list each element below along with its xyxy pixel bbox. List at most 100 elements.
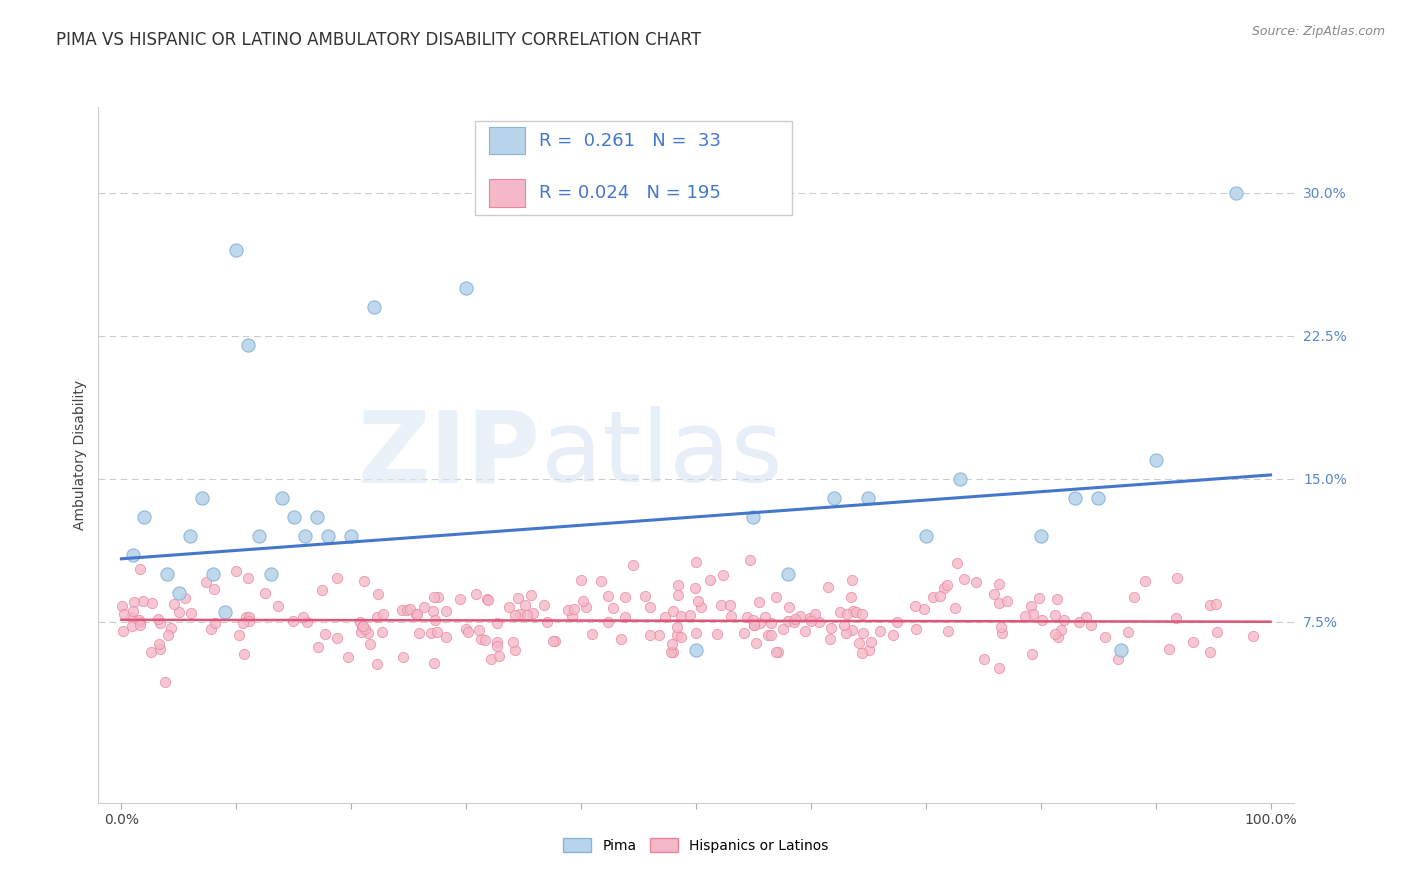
- Point: [839, 590, 862, 604]
- Point: [783, 615, 806, 630]
- Point: [1029, 529, 1052, 543]
- Point: [659, 644, 682, 658]
- Point: [952, 572, 974, 586]
- Point: [1046, 631, 1069, 645]
- Point: [983, 586, 1005, 600]
- Point: [502, 635, 524, 649]
- Point: [169, 605, 191, 619]
- Point: [120, 609, 142, 624]
- Point: [638, 628, 661, 642]
- Point: [990, 620, 1012, 634]
- Point: [596, 615, 619, 630]
- Point: [456, 281, 478, 295]
- Point: [422, 657, 444, 671]
- Text: R = 0.024   N = 195: R = 0.024 N = 195: [540, 184, 721, 202]
- Point: [858, 642, 880, 657]
- Point: [882, 628, 904, 642]
- Point: [202, 582, 225, 596]
- Point: [238, 610, 260, 624]
- Point: [654, 610, 676, 624]
- Point: [314, 627, 336, 641]
- Point: [744, 618, 766, 632]
- Point: [1087, 491, 1109, 505]
- Point: [363, 300, 385, 314]
- Text: Source: ZipAtlas.com: Source: ZipAtlas.com: [1251, 25, 1385, 38]
- Point: [508, 591, 530, 605]
- Point: [121, 619, 143, 633]
- Point: [536, 615, 558, 629]
- Point: [134, 509, 156, 524]
- Point: [359, 637, 381, 651]
- Point: [153, 675, 176, 690]
- Point: [564, 602, 586, 616]
- Point: [671, 609, 693, 624]
- Point: [267, 599, 290, 614]
- Point: [468, 623, 491, 637]
- Point: [325, 571, 347, 585]
- Point: [260, 567, 283, 582]
- Point: [470, 632, 492, 646]
- Point: [316, 529, 339, 543]
- Point: [202, 567, 225, 582]
- Point: [232, 615, 254, 630]
- Point: [195, 574, 218, 589]
- Point: [408, 626, 430, 640]
- Point: [420, 626, 443, 640]
- Point: [973, 652, 995, 666]
- Point: [860, 635, 883, 649]
- Y-axis label: Ambulatory Disability: Ambulatory Disability: [73, 380, 87, 530]
- Point: [391, 603, 413, 617]
- Point: [311, 583, 333, 598]
- Point: [148, 636, 170, 650]
- Point: [149, 641, 172, 656]
- Point: [1157, 642, 1180, 657]
- Point: [837, 607, 859, 622]
- Point: [426, 624, 449, 639]
- Point: [1144, 452, 1167, 467]
- Point: [557, 603, 579, 617]
- Point: [513, 599, 536, 613]
- Point: [921, 590, 943, 604]
- Point: [768, 644, 790, 658]
- Point: [852, 625, 875, 640]
- Point: [869, 624, 891, 638]
- FancyBboxPatch shape: [489, 128, 524, 154]
- Point: [679, 608, 702, 623]
- Point: [146, 611, 169, 625]
- Point: [690, 600, 713, 615]
- Point: [305, 509, 328, 524]
- Point: [412, 599, 434, 614]
- Point: [486, 615, 509, 630]
- Point: [366, 610, 388, 624]
- Point: [683, 581, 706, 595]
- Point: [141, 597, 163, 611]
- Point: [754, 610, 776, 624]
- Text: R =  0.261   N =  33: R = 0.261 N = 33: [540, 132, 721, 150]
- Point: [1069, 615, 1091, 629]
- Point: [122, 548, 145, 562]
- Point: [465, 587, 488, 601]
- Point: [808, 615, 831, 629]
- Point: [367, 587, 389, 601]
- Point: [800, 614, 823, 628]
- Point: [204, 616, 226, 631]
- Point: [949, 472, 972, 486]
- Point: [191, 491, 214, 505]
- Point: [498, 600, 520, 615]
- Point: [845, 605, 868, 619]
- Point: [820, 621, 842, 635]
- Point: [1205, 597, 1227, 611]
- Point: [569, 573, 592, 587]
- Point: [349, 624, 371, 639]
- Point: [744, 636, 766, 650]
- Point: [621, 558, 644, 572]
- Point: [1205, 624, 1227, 639]
- Point: [1022, 607, 1045, 621]
- Point: [990, 626, 1012, 640]
- Point: [789, 608, 811, 623]
- Point: [541, 634, 564, 648]
- Point: [851, 646, 873, 660]
- Point: [934, 581, 956, 595]
- Point: [1241, 629, 1264, 643]
- Point: [574, 599, 596, 614]
